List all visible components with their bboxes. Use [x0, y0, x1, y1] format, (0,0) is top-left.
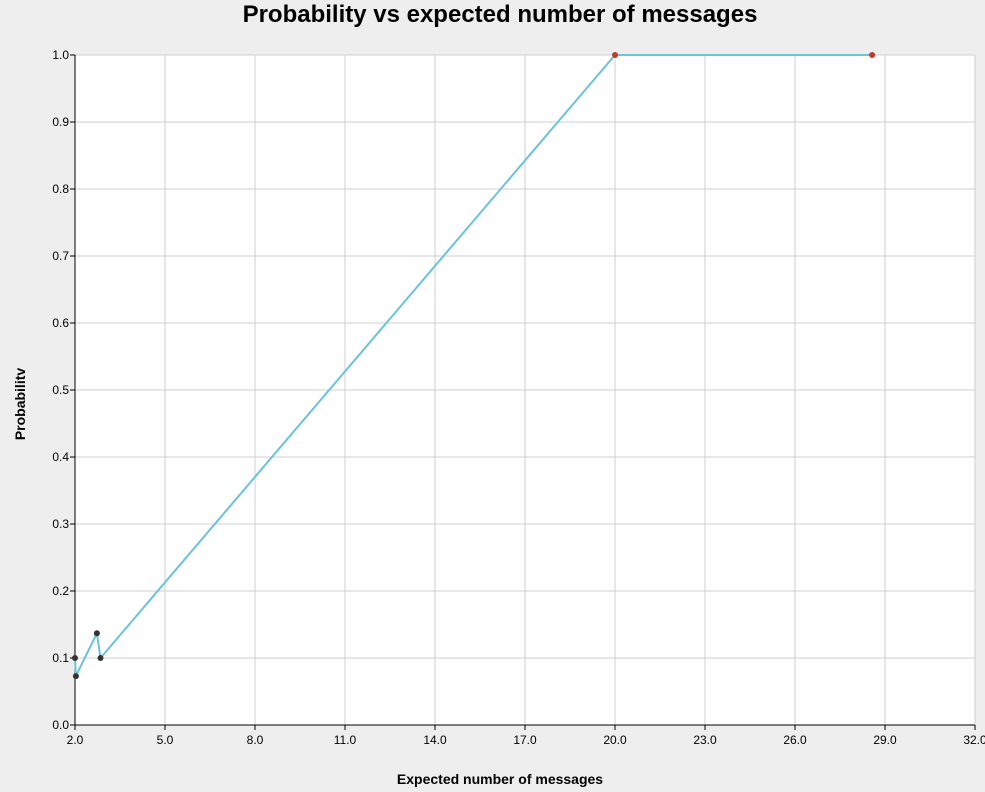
y-axis-ticks: 0.0 0.1 0.2 0.3 0.4 0.5 0.6 0.7 0.8 0.9 1.0	[52, 48, 75, 732]
x-tick-label: 20.0	[603, 733, 627, 747]
y-tick-label: 0.3	[52, 517, 69, 531]
y-tick-label: 0.4	[52, 450, 69, 464]
y-axis-label: Probabilitv	[12, 367, 28, 441]
y-tick-label: 0.0	[52, 718, 69, 732]
x-tick-label: 5.0	[157, 733, 174, 747]
y-tick-label: 0.2	[52, 584, 69, 598]
y-tick-label: 0.8	[52, 182, 69, 196]
data-point	[93, 630, 100, 637]
x-axis-label: Expected number of messages	[396, 771, 604, 787]
x-tick-label: 23.0	[693, 733, 717, 747]
x-tick-label: 11.0	[334, 733, 357, 747]
x-tick-label: 17.0	[513, 733, 537, 747]
data-point	[869, 52, 876, 58]
y-tick-label: 0.7	[52, 249, 69, 263]
data-point	[97, 655, 104, 661]
y-tick-label: 0.9	[52, 115, 69, 129]
y-tick-label: 0.1	[52, 651, 69, 665]
y-tick-label: 0.5	[52, 383, 69, 397]
x-tick-label: 32.0	[963, 733, 985, 747]
x-tick-label: 14.0	[423, 733, 447, 747]
x-tick-label: 8.0	[247, 733, 264, 747]
x-tick-label: 26.0	[783, 733, 807, 747]
series-line	[74, 54, 873, 678]
data-point	[612, 52, 618, 58]
x-tick-label: 2.0	[67, 733, 84, 747]
x-tick-label: 29.0	[873, 733, 897, 747]
y-tick-label: 1.0	[52, 48, 69, 62]
y-tick-label: 0.6	[52, 316, 69, 330]
data-markers	[72, 52, 876, 680]
data-point	[72, 673, 79, 680]
chart-title: Probability vs expected number of messag…	[242, 1, 758, 28]
data-series	[74, 54, 873, 678]
x-axis-ticks: 2.0 5.0 8.0 11.0 14.0 17.0 20.0 23.0 26.0 29.0 32.…	[67, 725, 985, 747]
data-point	[72, 655, 78, 661]
